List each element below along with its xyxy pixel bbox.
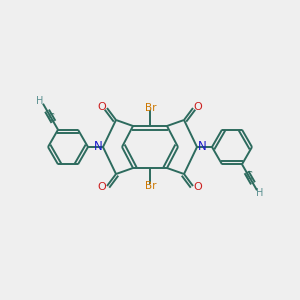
Text: N: N [198, 140, 206, 152]
Text: H: H [36, 96, 44, 106]
Text: O: O [194, 102, 202, 112]
Text: Br: Br [145, 103, 157, 113]
Text: Br: Br [145, 181, 157, 191]
Text: H: H [256, 188, 264, 198]
Text: O: O [98, 102, 106, 112]
Text: N: N [94, 140, 102, 152]
Text: O: O [98, 182, 106, 192]
Text: O: O [194, 182, 202, 192]
Text: C: C [48, 113, 54, 123]
Text: C: C [246, 171, 252, 181]
